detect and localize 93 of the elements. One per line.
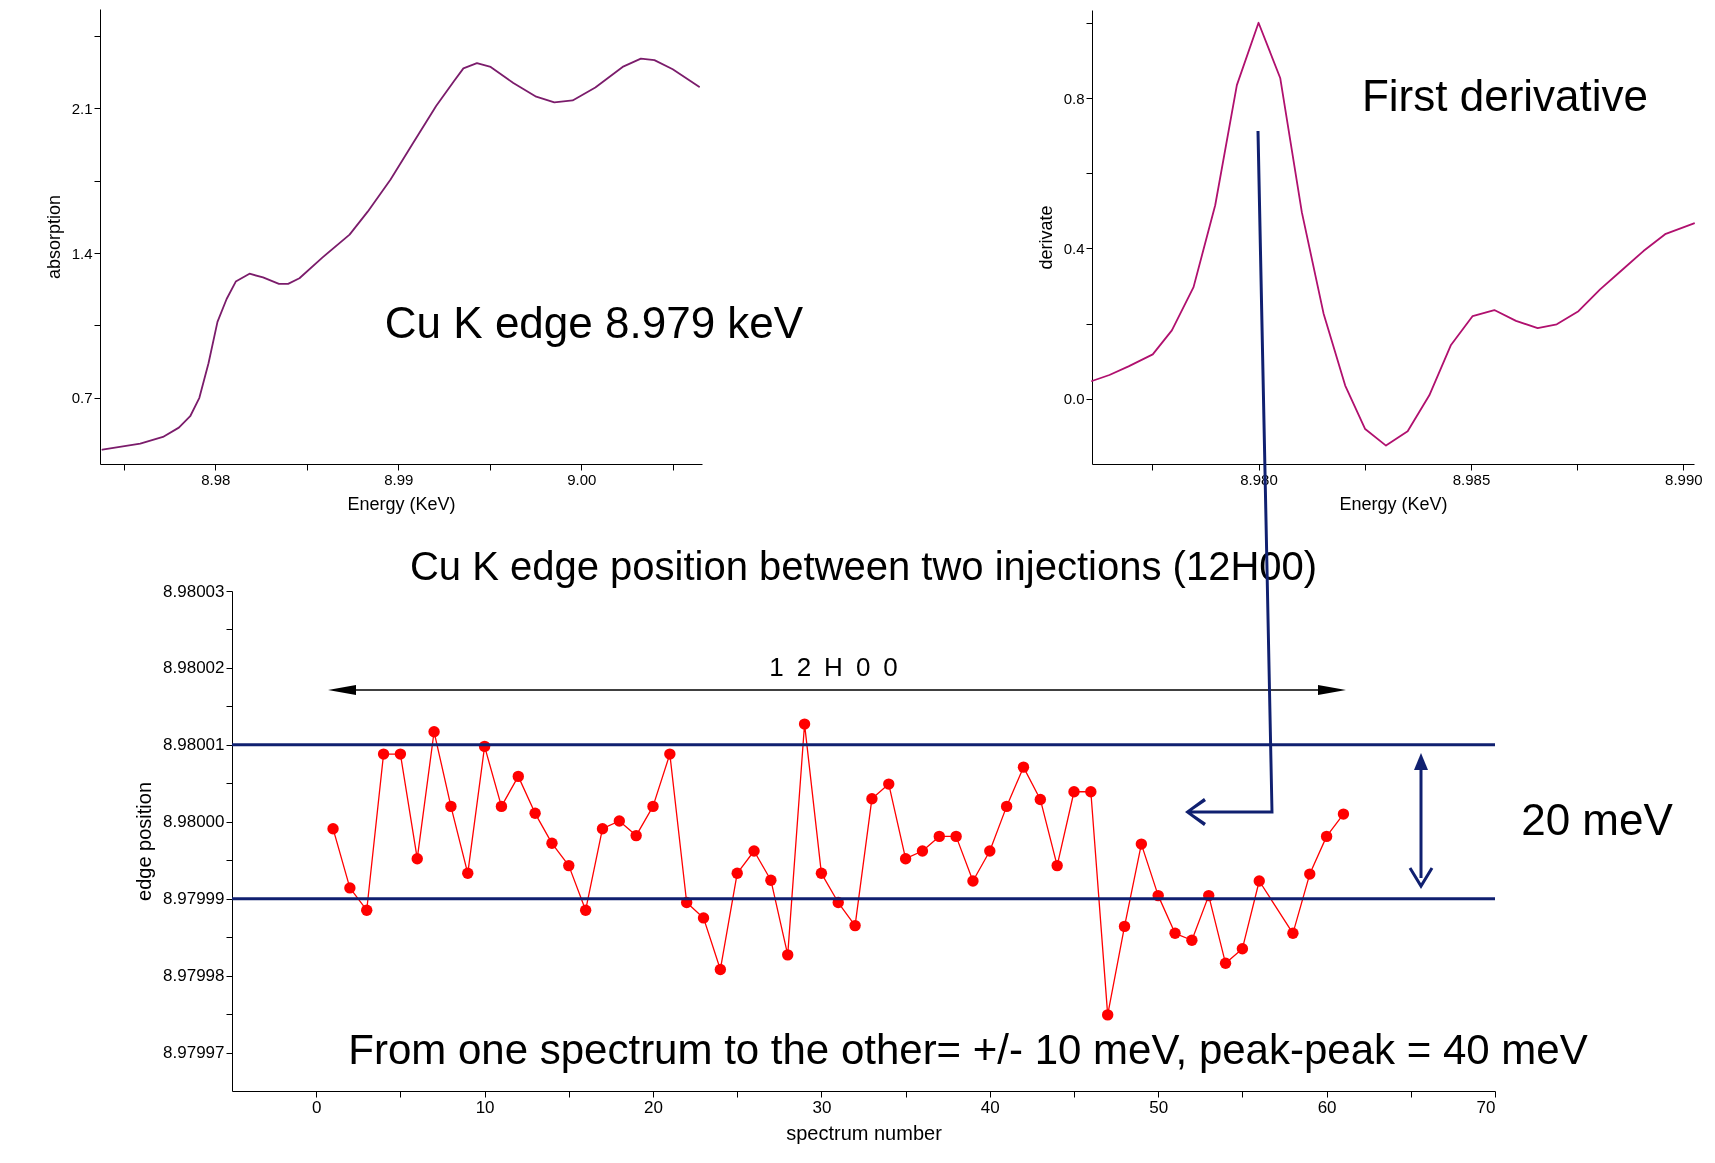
y-tick-label: 8.97997 (163, 1043, 225, 1063)
x-tick-label: 50 (1149, 1097, 1169, 1117)
point (664, 748, 676, 760)
y-tick-label: 8.97998 (163, 966, 225, 986)
point (933, 830, 945, 843)
point (866, 793, 878, 805)
annotation: 12H00 (769, 651, 911, 683)
point (984, 845, 996, 857)
annotation: Cu K edge 8.979 keV (384, 298, 804, 348)
y-tick-label: 0.7 (71, 389, 93, 407)
point (798, 718, 811, 730)
y-tick-label: 8.98003 (163, 581, 225, 601)
point (428, 726, 440, 738)
point (512, 770, 524, 783)
point (630, 829, 642, 842)
x-axis-title: spectrum number (786, 1121, 943, 1144)
y-tick-label: 2.1 (71, 99, 93, 117)
point (579, 904, 592, 916)
point (462, 867, 474, 879)
point (394, 748, 407, 760)
y-tick-label: 0.4 (1063, 239, 1085, 257)
point (849, 919, 861, 932)
point (327, 823, 339, 835)
point (361, 904, 373, 916)
point (883, 778, 895, 790)
point (596, 823, 609, 835)
point (1287, 927, 1299, 939)
x-axis-title: Energy (KeV) (1339, 493, 1448, 514)
y-tick-label: 0.8 (1063, 89, 1085, 107)
x-tick-label: 40 (980, 1097, 1000, 1117)
point (1068, 786, 1080, 798)
point (1034, 793, 1047, 806)
y-tick-label: 8.98002 (163, 658, 225, 678)
x-tick-label: 0 (311, 1097, 322, 1117)
point (1101, 1009, 1114, 1021)
point (697, 912, 710, 924)
y-tick-label: 0.0 (1063, 390, 1085, 408)
point (647, 800, 659, 813)
x-tick-label: 70 (1476, 1097, 1496, 1117)
x-tick-label: 8.99 (384, 470, 414, 488)
point (1337, 808, 1350, 820)
x-axis-title: Energy (KeV) (347, 493, 456, 514)
y-axis-title: absorption (43, 194, 64, 280)
x-tick-label: 8.98 (201, 470, 231, 488)
point (765, 874, 777, 886)
point (1000, 800, 1013, 813)
x-tick-label: 8.985 (1452, 470, 1491, 488)
point (748, 845, 760, 857)
point (495, 800, 508, 813)
y-tick-label: 8.97999 (163, 889, 225, 909)
x-tick-label: 20 (644, 1097, 663, 1117)
point (344, 882, 356, 894)
point (613, 815, 626, 827)
point (1085, 786, 1097, 798)
annotation: From one spectrum to the other= +/- 10 meV, peak-peak = 40 meV (348, 1026, 1588, 1074)
point (950, 830, 962, 843)
x-tick-label: 9.00 (567, 470, 597, 488)
point (1320, 830, 1333, 843)
point (782, 949, 794, 961)
x-tick-label: 30 (812, 1097, 832, 1117)
x-tick-label: 60 (1317, 1097, 1337, 1117)
y-tick-label: 1.4 (71, 244, 93, 262)
x-tick-label: 10 (475, 1097, 495, 1117)
point (731, 867, 743, 879)
point (529, 807, 541, 819)
point (445, 800, 457, 813)
text: 20 meV (1521, 795, 1673, 845)
point (1118, 920, 1131, 933)
point (377, 748, 390, 760)
point (546, 837, 558, 849)
point (1236, 943, 1249, 955)
point (1219, 957, 1232, 969)
point (563, 859, 575, 872)
point (411, 853, 423, 865)
y-axis-title: edge position (133, 782, 156, 901)
point (714, 963, 727, 976)
point (1253, 875, 1265, 887)
y-tick-label: 8.98000 (163, 812, 225, 832)
x-tick-label: 8.990 (1665, 470, 1703, 488)
point (1051, 859, 1063, 872)
point (1135, 838, 1148, 850)
point (899, 853, 912, 865)
point (1017, 761, 1030, 773)
point (1304, 868, 1316, 880)
point (1169, 927, 1181, 939)
annotation: First derivative (1361, 71, 1649, 121)
y-tick-label: 8.98001 (163, 735, 225, 755)
point (967, 875, 979, 887)
point (815, 867, 828, 879)
line-series (1091, 21, 1695, 447)
point (916, 845, 929, 857)
y-axis-title: derivate (1035, 205, 1056, 270)
point (1186, 934, 1198, 946)
